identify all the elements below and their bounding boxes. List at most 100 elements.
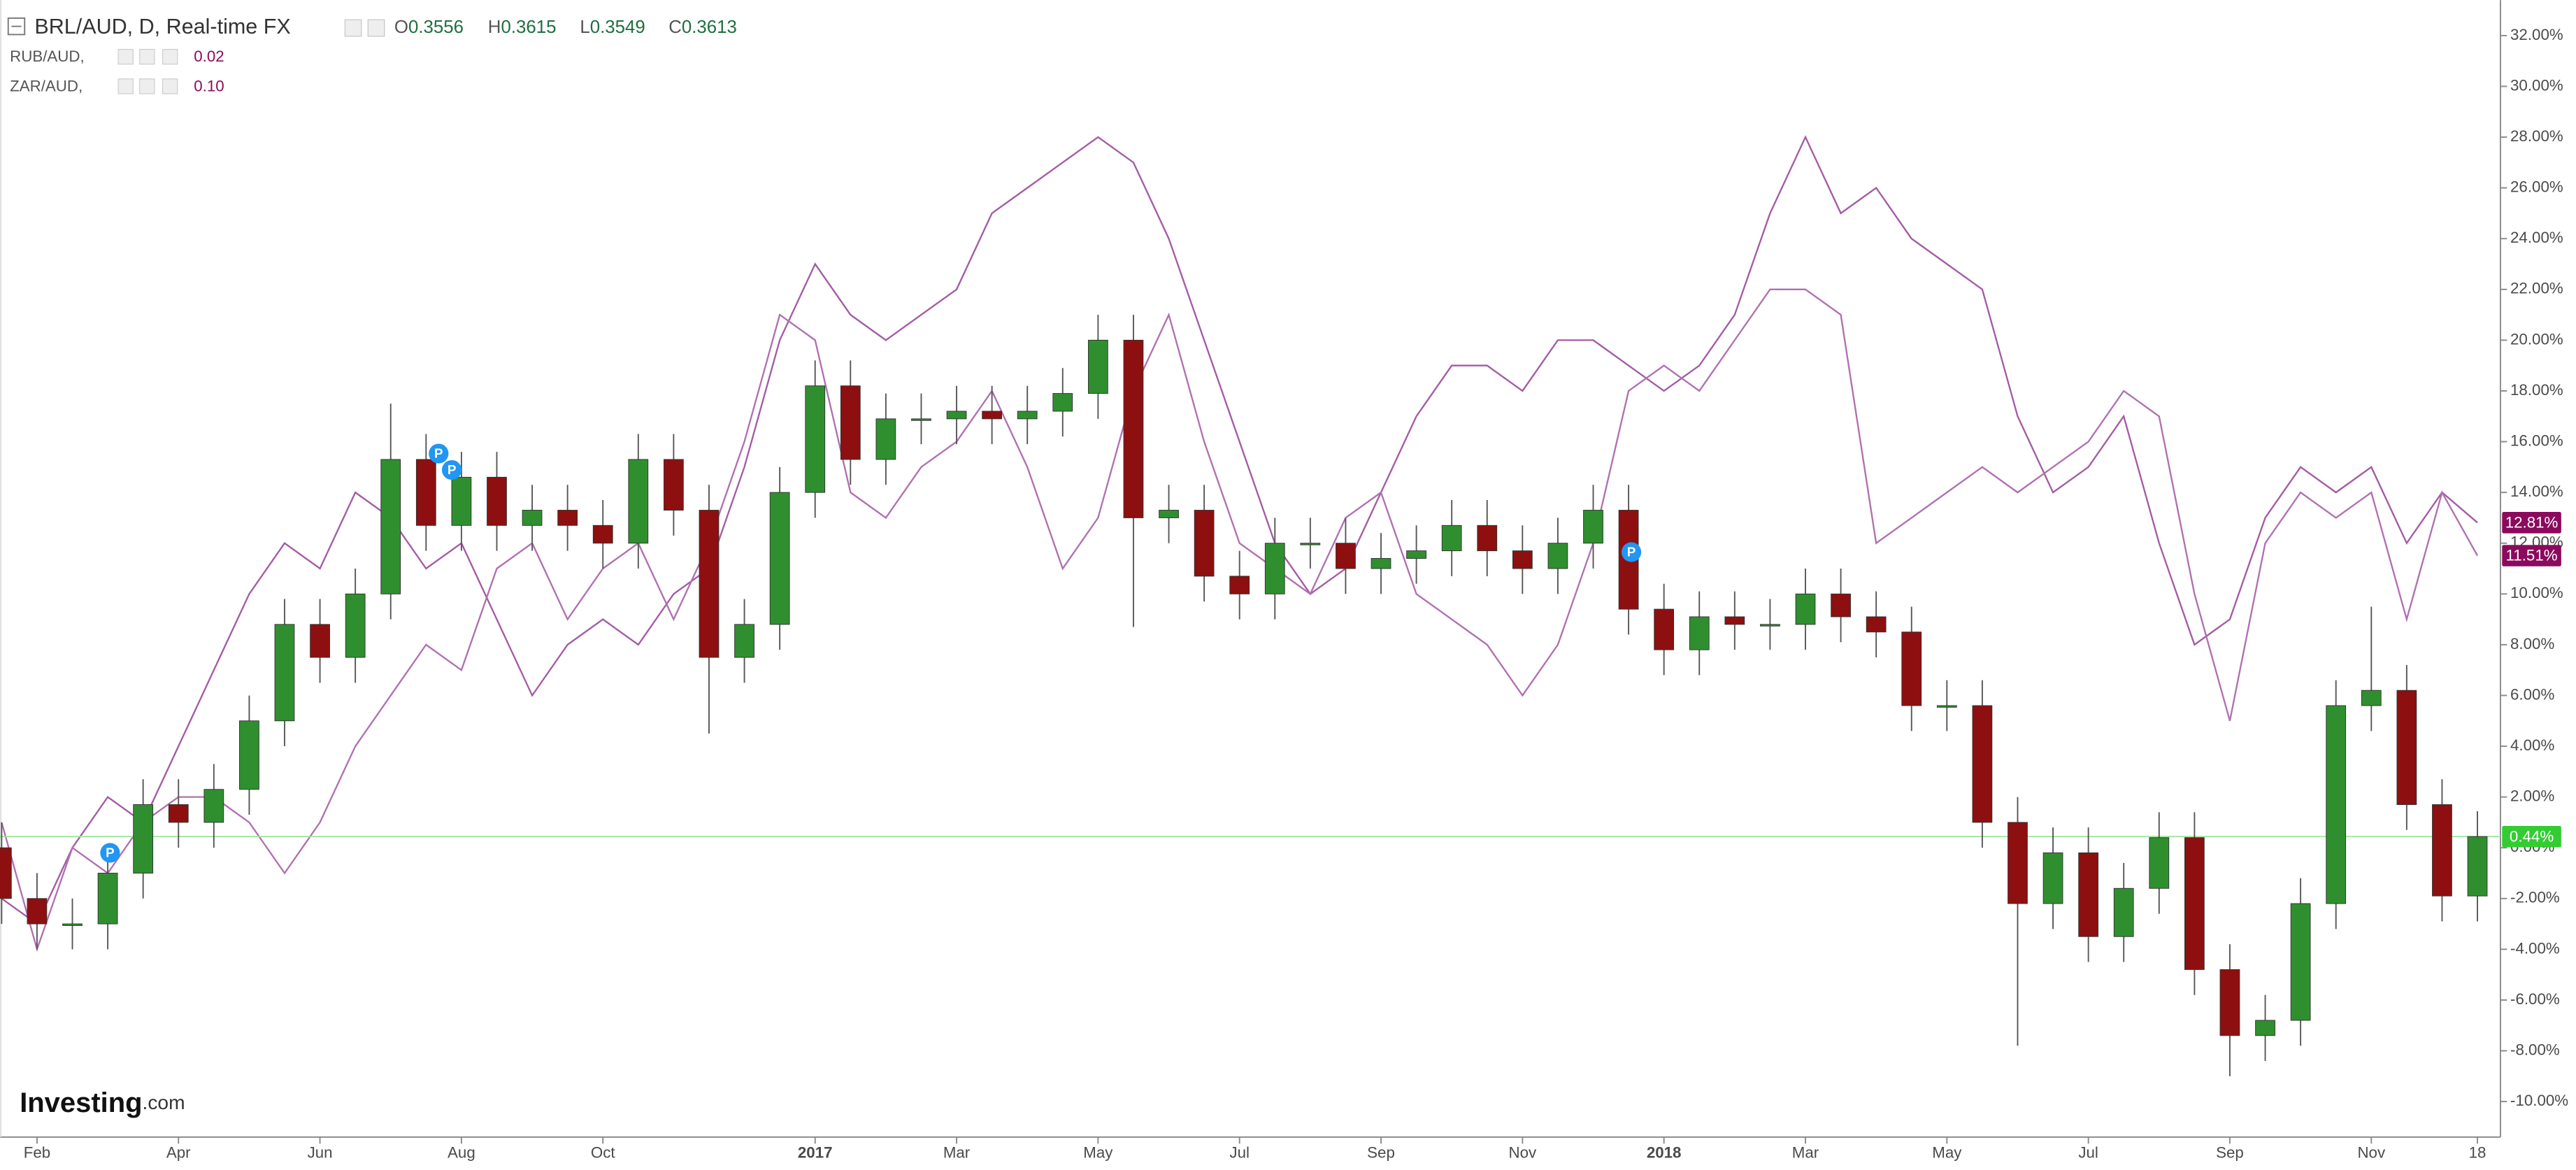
collapse-icon[interactable] xyxy=(7,17,26,36)
legend-label[interactable]: RUB/AUD, xyxy=(10,48,85,65)
legend-icon[interactable] xyxy=(117,48,134,65)
price-tag-label: 11.51% xyxy=(2506,547,2558,564)
settings-icon[interactable] xyxy=(367,19,385,37)
candle-body xyxy=(769,492,790,625)
y-tick-label: 28.00% xyxy=(2510,127,2563,145)
candle-body xyxy=(1512,550,1533,569)
candle-body xyxy=(451,476,472,526)
candle-body xyxy=(1866,616,1887,633)
candle-body xyxy=(415,459,436,526)
legend-icon[interactable] xyxy=(139,48,155,65)
candle-body xyxy=(2042,852,2063,904)
candle-body xyxy=(2149,837,2170,889)
candle-body xyxy=(1760,624,1780,627)
y-tick-label: -2.00% xyxy=(2510,889,2560,906)
x-tick-label: 2018 xyxy=(1647,1143,1682,1161)
x-tick-label: Nov xyxy=(1508,1143,1537,1161)
legend-icon[interactable] xyxy=(117,78,134,94)
candle-body xyxy=(2432,804,2452,897)
y-tick-label: 8.00% xyxy=(2510,635,2554,652)
y-tick-label: 26.00% xyxy=(2510,178,2563,196)
price-tags: 12.81% 11.51% 0.44% xyxy=(2502,512,2561,848)
y-tick-label: -4.00% xyxy=(2510,939,2560,957)
candle-body xyxy=(1017,411,1038,420)
event-markers: P P P P xyxy=(100,443,1642,863)
legend-icon[interactable] xyxy=(139,78,155,94)
candle-body xyxy=(1052,393,1073,412)
price-tag-label: 0.44% xyxy=(2510,827,2554,845)
event-marker[interactable] xyxy=(442,459,462,480)
candle-body xyxy=(1336,543,1356,569)
x-tick-label: 2017 xyxy=(798,1143,833,1161)
candle-body xyxy=(1441,525,1462,552)
event-marker[interactable] xyxy=(100,843,120,863)
y-tick-label: -6.00% xyxy=(2510,990,2560,1008)
y-tick-label: 30.00% xyxy=(2510,76,2563,94)
legend-icon[interactable] xyxy=(162,78,178,94)
y-tick-label: 14.00% xyxy=(2510,483,2563,500)
price-tag xyxy=(2502,512,2561,534)
candle-body xyxy=(239,720,259,790)
candle-body xyxy=(946,411,967,420)
settings-icon[interactable] xyxy=(344,19,362,37)
ohlc-open: O0.3556 xyxy=(394,17,464,37)
candle-body xyxy=(1300,543,1321,545)
candle-body xyxy=(699,510,720,658)
candle-body xyxy=(345,593,366,658)
candle-body xyxy=(1406,550,1426,559)
x-tick-label: Sep xyxy=(1367,1143,1395,1161)
x-tick-label: Apr xyxy=(166,1143,191,1161)
x-tick-label: Feb xyxy=(24,1143,50,1161)
candle-body xyxy=(1795,593,1816,625)
candle-body xyxy=(1123,339,1144,518)
event-marker-label: P xyxy=(448,462,457,477)
y-tick-label: 18.00% xyxy=(2510,381,2563,399)
y-tick-label: 20.00% xyxy=(2510,330,2563,348)
price-tag xyxy=(2502,825,2561,848)
y-tick-label: 16.00% xyxy=(2510,431,2563,449)
series-line xyxy=(1,135,2478,925)
axes: -10.00%-8.00%-6.00%-4.00%-2.00%0.00%2.00… xyxy=(24,26,2569,1162)
ohlc-key: C xyxy=(668,17,682,37)
x-tick-label: Jul xyxy=(1229,1143,1250,1161)
price-tag-label: 12.81% xyxy=(2505,513,2559,531)
candle-body xyxy=(62,923,83,926)
y-tick-label: 6.00% xyxy=(2510,685,2554,703)
y-tick-label: 10.00% xyxy=(2510,584,2563,601)
ohlc-key: L xyxy=(580,17,589,37)
candle-body xyxy=(310,624,330,658)
candle-body xyxy=(168,804,189,823)
x-tick-label: 18 xyxy=(2469,1143,2486,1161)
event-marker[interactable] xyxy=(1621,542,1642,562)
candle-body xyxy=(1831,593,1851,618)
candle-body xyxy=(1936,705,1957,708)
ohlc-key: H xyxy=(488,17,501,37)
candle-body xyxy=(1264,543,1285,594)
legend-icon[interactable] xyxy=(162,48,178,65)
legend-label[interactable]: ZAR/AUD, xyxy=(10,77,83,94)
candle-body xyxy=(2008,822,2028,904)
candle-body xyxy=(0,847,12,899)
candle-body xyxy=(1194,510,1215,577)
x-tick-label: Mar xyxy=(1792,1143,1819,1161)
y-tick-label: 4.00% xyxy=(2510,736,2554,754)
candle-body xyxy=(1159,510,1179,518)
logo-suffix: .com xyxy=(143,1091,185,1113)
y-tick-label: 24.00% xyxy=(2510,229,2563,246)
y-tick-label: 2.00% xyxy=(2510,787,2554,805)
candle-body xyxy=(1229,576,1250,594)
x-tick-label: May xyxy=(1932,1143,1962,1161)
event-marker-label: P xyxy=(1627,545,1636,559)
ohlc-high: H0.3615 xyxy=(488,17,557,37)
candle-body xyxy=(982,411,1003,420)
x-tick-label: Jul xyxy=(2078,1143,2098,1161)
x-tick-label: Oct xyxy=(591,1143,616,1161)
candle-body xyxy=(1477,525,1498,552)
ohlc-value: 0.3549 xyxy=(590,17,645,37)
candle-body xyxy=(2255,1020,2275,1036)
x-tick-label: Nov xyxy=(2357,1143,2386,1161)
event-marker[interactable] xyxy=(429,443,449,464)
candle-body xyxy=(911,418,931,421)
